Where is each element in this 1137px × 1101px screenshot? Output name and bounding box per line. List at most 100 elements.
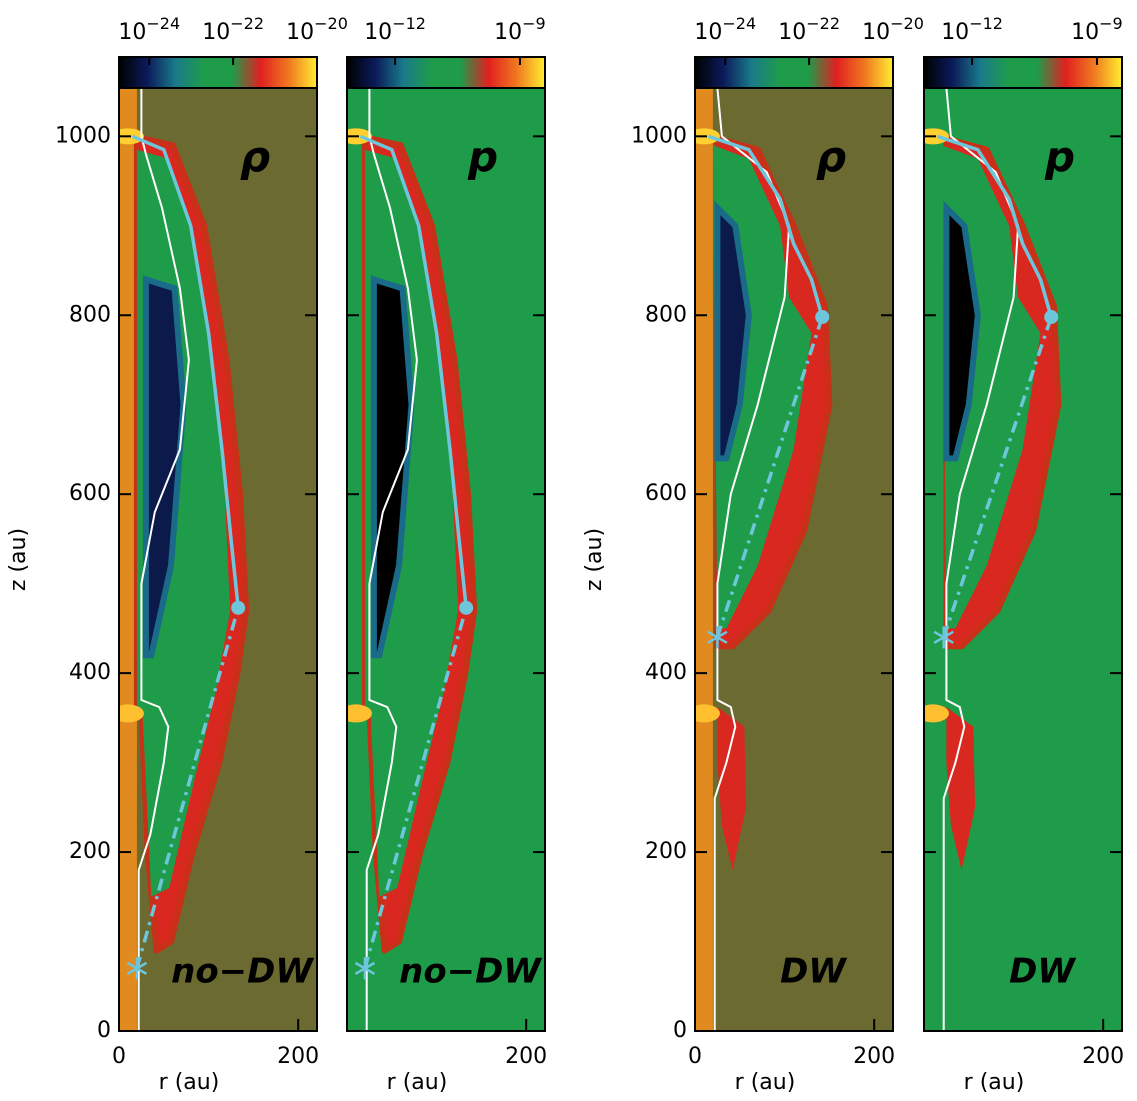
case-label: DW (780, 952, 847, 992)
base: 10 (364, 20, 392, 45)
exponent: −20 (314, 14, 348, 33)
y-tick-label: 0 (97, 1018, 111, 1043)
exponent: −24 (722, 14, 756, 33)
y-tick-label: 600 (645, 481, 687, 506)
exponent: −22 (806, 14, 840, 33)
cavity (943, 200, 981, 462)
jet-knot (695, 704, 720, 723)
base: 10 (286, 20, 314, 45)
star-marker (126, 957, 148, 980)
cavity (142, 275, 187, 659)
exponent: −24 (146, 14, 180, 33)
colorbar-tick-label: 10−22 (202, 14, 264, 46)
y-tick-label: 800 (645, 302, 687, 327)
y-tick-label: 200 (69, 839, 111, 864)
map (924, 88, 1122, 1031)
dot-marker (1044, 310, 1059, 325)
y-tick-label: 400 (645, 660, 687, 685)
dot-marker (231, 600, 246, 615)
base: 10 (694, 20, 722, 45)
colorbar-tick-label: 10−20 (862, 14, 924, 46)
y-tick-label: 1000 (55, 123, 111, 148)
connector (942, 316, 1053, 638)
x-tick-label: 200 (853, 1044, 895, 1069)
colorbar (923, 56, 1123, 89)
x-axis-label: r (au) (159, 1070, 220, 1095)
shell (946, 707, 976, 870)
y-tick-label: 1000 (631, 123, 687, 148)
colorbar-tick-label: 10−22 (778, 14, 840, 46)
exponent: −12 (392, 14, 426, 33)
colorbar (694, 56, 894, 89)
exponent: −9 (522, 14, 546, 33)
jet-knot (924, 128, 949, 145)
panel: ρ no−DW 0 200 400 600 800 1000 0 200 r (au) z (au) 1… (6, 14, 348, 1096)
connector (363, 607, 468, 969)
map (695, 88, 893, 1031)
exponent: −9 (1099, 14, 1123, 33)
colorbar-tick-label: 10−24 (118, 14, 180, 46)
jet-knot (695, 128, 720, 145)
colorbar-tick-label: 10−12 (941, 14, 1003, 46)
axis-strip (695, 88, 713, 1031)
colorbar-tick-label: 10−12 (364, 14, 426, 46)
jet-knot (924, 704, 949, 723)
cavity (714, 200, 752, 462)
x-axis-label: r (au) (735, 1070, 796, 1095)
y-tick-label: 600 (69, 481, 111, 506)
y-axis-label: z (au) (6, 528, 31, 591)
case-label: no−DW (171, 952, 314, 992)
connector (715, 316, 824, 638)
shock-front (359, 134, 468, 608)
x-tick-label: 200 (1082, 1044, 1124, 1069)
star-marker (354, 957, 376, 980)
x-tick-label: 200 (505, 1044, 547, 1069)
base: 10 (494, 20, 522, 45)
colorbar-tick-label: 10−9 (494, 14, 546, 46)
x-tick-label: 0 (112, 1044, 126, 1069)
colorbar-tick-label: 10−9 (1071, 14, 1123, 46)
shock-front (131, 134, 240, 608)
case-label: no−DW (399, 952, 542, 992)
jet-knot (347, 704, 372, 723)
y-axis-label: z (au) (582, 528, 607, 591)
base: 10 (202, 20, 230, 45)
exponent: −22 (230, 14, 264, 33)
y-tick-label: 400 (69, 660, 111, 685)
jet-knot (119, 704, 144, 723)
case-label: DW (1009, 952, 1076, 992)
shock-front (936, 134, 1053, 318)
shock-front (707, 134, 824, 318)
quantity-label: ρ (816, 133, 846, 182)
base: 10 (1071, 20, 1099, 45)
quantity-label: ρ (240, 133, 270, 182)
base: 10 (941, 20, 969, 45)
exponent: −12 (969, 14, 1003, 33)
contour (137, 88, 190, 1031)
star-marker (707, 626, 728, 649)
axis-strip (119, 88, 137, 1031)
map (347, 88, 545, 1031)
y-tick-label: 200 (645, 839, 687, 864)
colorbar-tick-label: 10−20 (286, 14, 348, 46)
dot-marker (459, 600, 474, 615)
exponent: −20 (890, 14, 924, 33)
x-axis-label: r (au) (387, 1070, 448, 1095)
y-tick-label: 0 (673, 1018, 687, 1043)
base: 10 (862, 20, 890, 45)
star-marker (933, 626, 954, 649)
colorbar (346, 56, 546, 89)
colorbar-tick-label: 10−24 (694, 14, 756, 46)
x-tick-label: 200 (277, 1044, 319, 1069)
colorbar (118, 56, 318, 89)
shell (717, 707, 747, 870)
x-axis-label: r (au) (964, 1070, 1025, 1095)
quantity-label: p (1044, 133, 1075, 182)
x-tick-label: 0 (688, 1044, 702, 1069)
y-tick-label: 800 (69, 302, 111, 327)
